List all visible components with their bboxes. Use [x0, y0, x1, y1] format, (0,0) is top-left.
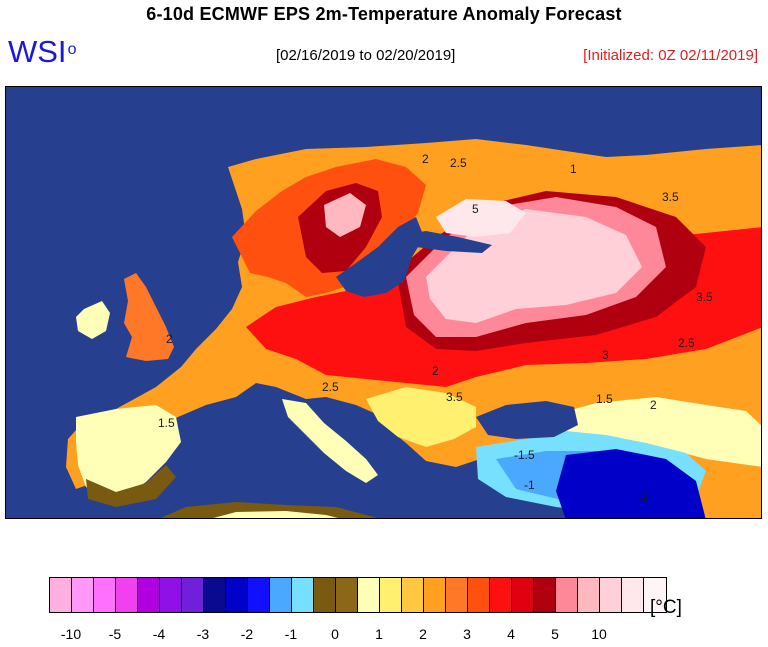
contour-label: 2 — [422, 152, 429, 166]
wsi-logo: WSIo — [8, 34, 77, 69]
contour-label: 5 — [472, 202, 479, 216]
map-canvas: 1 2 2.5 3.5 5 3.5 2.5 3 3.5 2 2.5 1.5 1.… — [6, 87, 761, 518]
north-africa — [160, 502, 378, 518]
contour-label: 2 — [650, 398, 657, 412]
legend-swatch — [600, 578, 622, 612]
contour-label: 2 — [166, 332, 173, 346]
map-title: 6-10d ECMWF EPS 2m-Temperature Anomaly F… — [146, 4, 622, 24]
contour-label: -2 — [638, 490, 649, 504]
balkans-yellow — [366, 387, 476, 447]
logo-text: WSI — [8, 34, 67, 69]
italy — [282, 399, 378, 483]
iberia-south-coast — [86, 465, 176, 507]
cold-anomaly-deep — [556, 449, 706, 518]
legend-tick-label: 1 — [375, 626, 383, 642]
contour-label: 1 — [570, 162, 577, 176]
contour-label: 2 — [432, 364, 439, 378]
contour-label: -1.5 — [514, 448, 535, 462]
legend-tick-label: -2 — [240, 626, 254, 642]
legend-tick-label: 5 — [551, 626, 559, 642]
north-africa-yellow — [213, 511, 338, 518]
legend-swatch — [204, 578, 226, 612]
logo-mark: o — [67, 41, 77, 58]
legend-tick-label: 4 — [507, 626, 515, 642]
legend-swatch — [182, 578, 204, 612]
hot-core-light — [426, 209, 642, 323]
legend-tick-label: -5 — [108, 626, 122, 642]
legend-swatch — [534, 578, 556, 612]
legend-swatch — [314, 578, 336, 612]
legend-swatch — [512, 578, 534, 612]
legend-swatch — [556, 578, 578, 612]
black-sea — [476, 401, 578, 439]
legend-swatch — [270, 578, 292, 612]
legend-tick-label: 10 — [591, 626, 607, 642]
contour-label: 1.5 — [158, 416, 175, 430]
legend-swatch — [622, 578, 644, 612]
legend-swatch — [226, 578, 248, 612]
turkey-band — [546, 397, 761, 467]
legend-tick-label: -10 — [60, 626, 82, 642]
contour-label: 2.5 — [678, 336, 695, 350]
legend-swatch — [138, 578, 160, 612]
legend-swatch — [292, 578, 314, 612]
legend-swatch — [94, 578, 116, 612]
legend-tick-label: 3 — [463, 626, 471, 642]
initialized-label: [Initialized: 0Z 02/11/2019] — [583, 47, 758, 64]
contour-label: -1 — [524, 478, 535, 492]
gulf-of-finland — [402, 231, 492, 253]
legend-tick-label: 2 — [419, 626, 427, 642]
legend-tick-label: 0 — [331, 626, 339, 642]
legend-tick-label: -4 — [152, 626, 166, 642]
temperature-anomaly-map: 1 2 2.5 3.5 5 3.5 2.5 3 3.5 2 2.5 1.5 1.… — [5, 86, 762, 519]
ireland — [76, 301, 110, 339]
legend-swatch — [116, 578, 138, 612]
legend-tick-label: -3 — [196, 626, 210, 642]
land-iberia — [76, 405, 181, 499]
legend-swatch — [402, 578, 424, 612]
color-legend — [49, 577, 667, 613]
legend-swatch — [644, 578, 666, 612]
contour-label: 1.5 — [596, 392, 613, 406]
contour-label: 3.5 — [446, 390, 463, 404]
contour-label: 3.5 — [662, 190, 679, 204]
contour-label: 3 — [602, 348, 609, 362]
legend-tick-label: -1 — [284, 626, 298, 642]
legend-swatch — [160, 578, 182, 612]
forecast-date-range: [02/16/2019 to 02/20/2019] — [276, 47, 456, 64]
hot-core-white — [436, 199, 526, 237]
contour-labels: 1 2 2.5 3.5 5 3.5 2.5 3 3.5 2 2.5 1.5 1.… — [158, 152, 713, 504]
sweden-pink — [324, 193, 366, 237]
unit-label: [°C] — [650, 597, 682, 618]
contour-label: 2.5 — [322, 380, 339, 394]
legend-swatch — [446, 578, 468, 612]
contour-label: 2.5 — [450, 156, 467, 170]
legend-swatch — [468, 578, 490, 612]
legend-swatch — [358, 578, 380, 612]
legend-swatch — [424, 578, 446, 612]
legend-swatch — [72, 578, 94, 612]
baltic-sea — [336, 217, 424, 297]
legend-swatch — [578, 578, 600, 612]
legend-swatch — [336, 578, 358, 612]
legend-swatch — [490, 578, 512, 612]
legend-swatch — [380, 578, 402, 612]
contour-label: 3.5 — [696, 290, 713, 304]
legend-swatch — [50, 578, 72, 612]
great-britain — [124, 273, 174, 361]
legend-swatch — [248, 578, 270, 612]
